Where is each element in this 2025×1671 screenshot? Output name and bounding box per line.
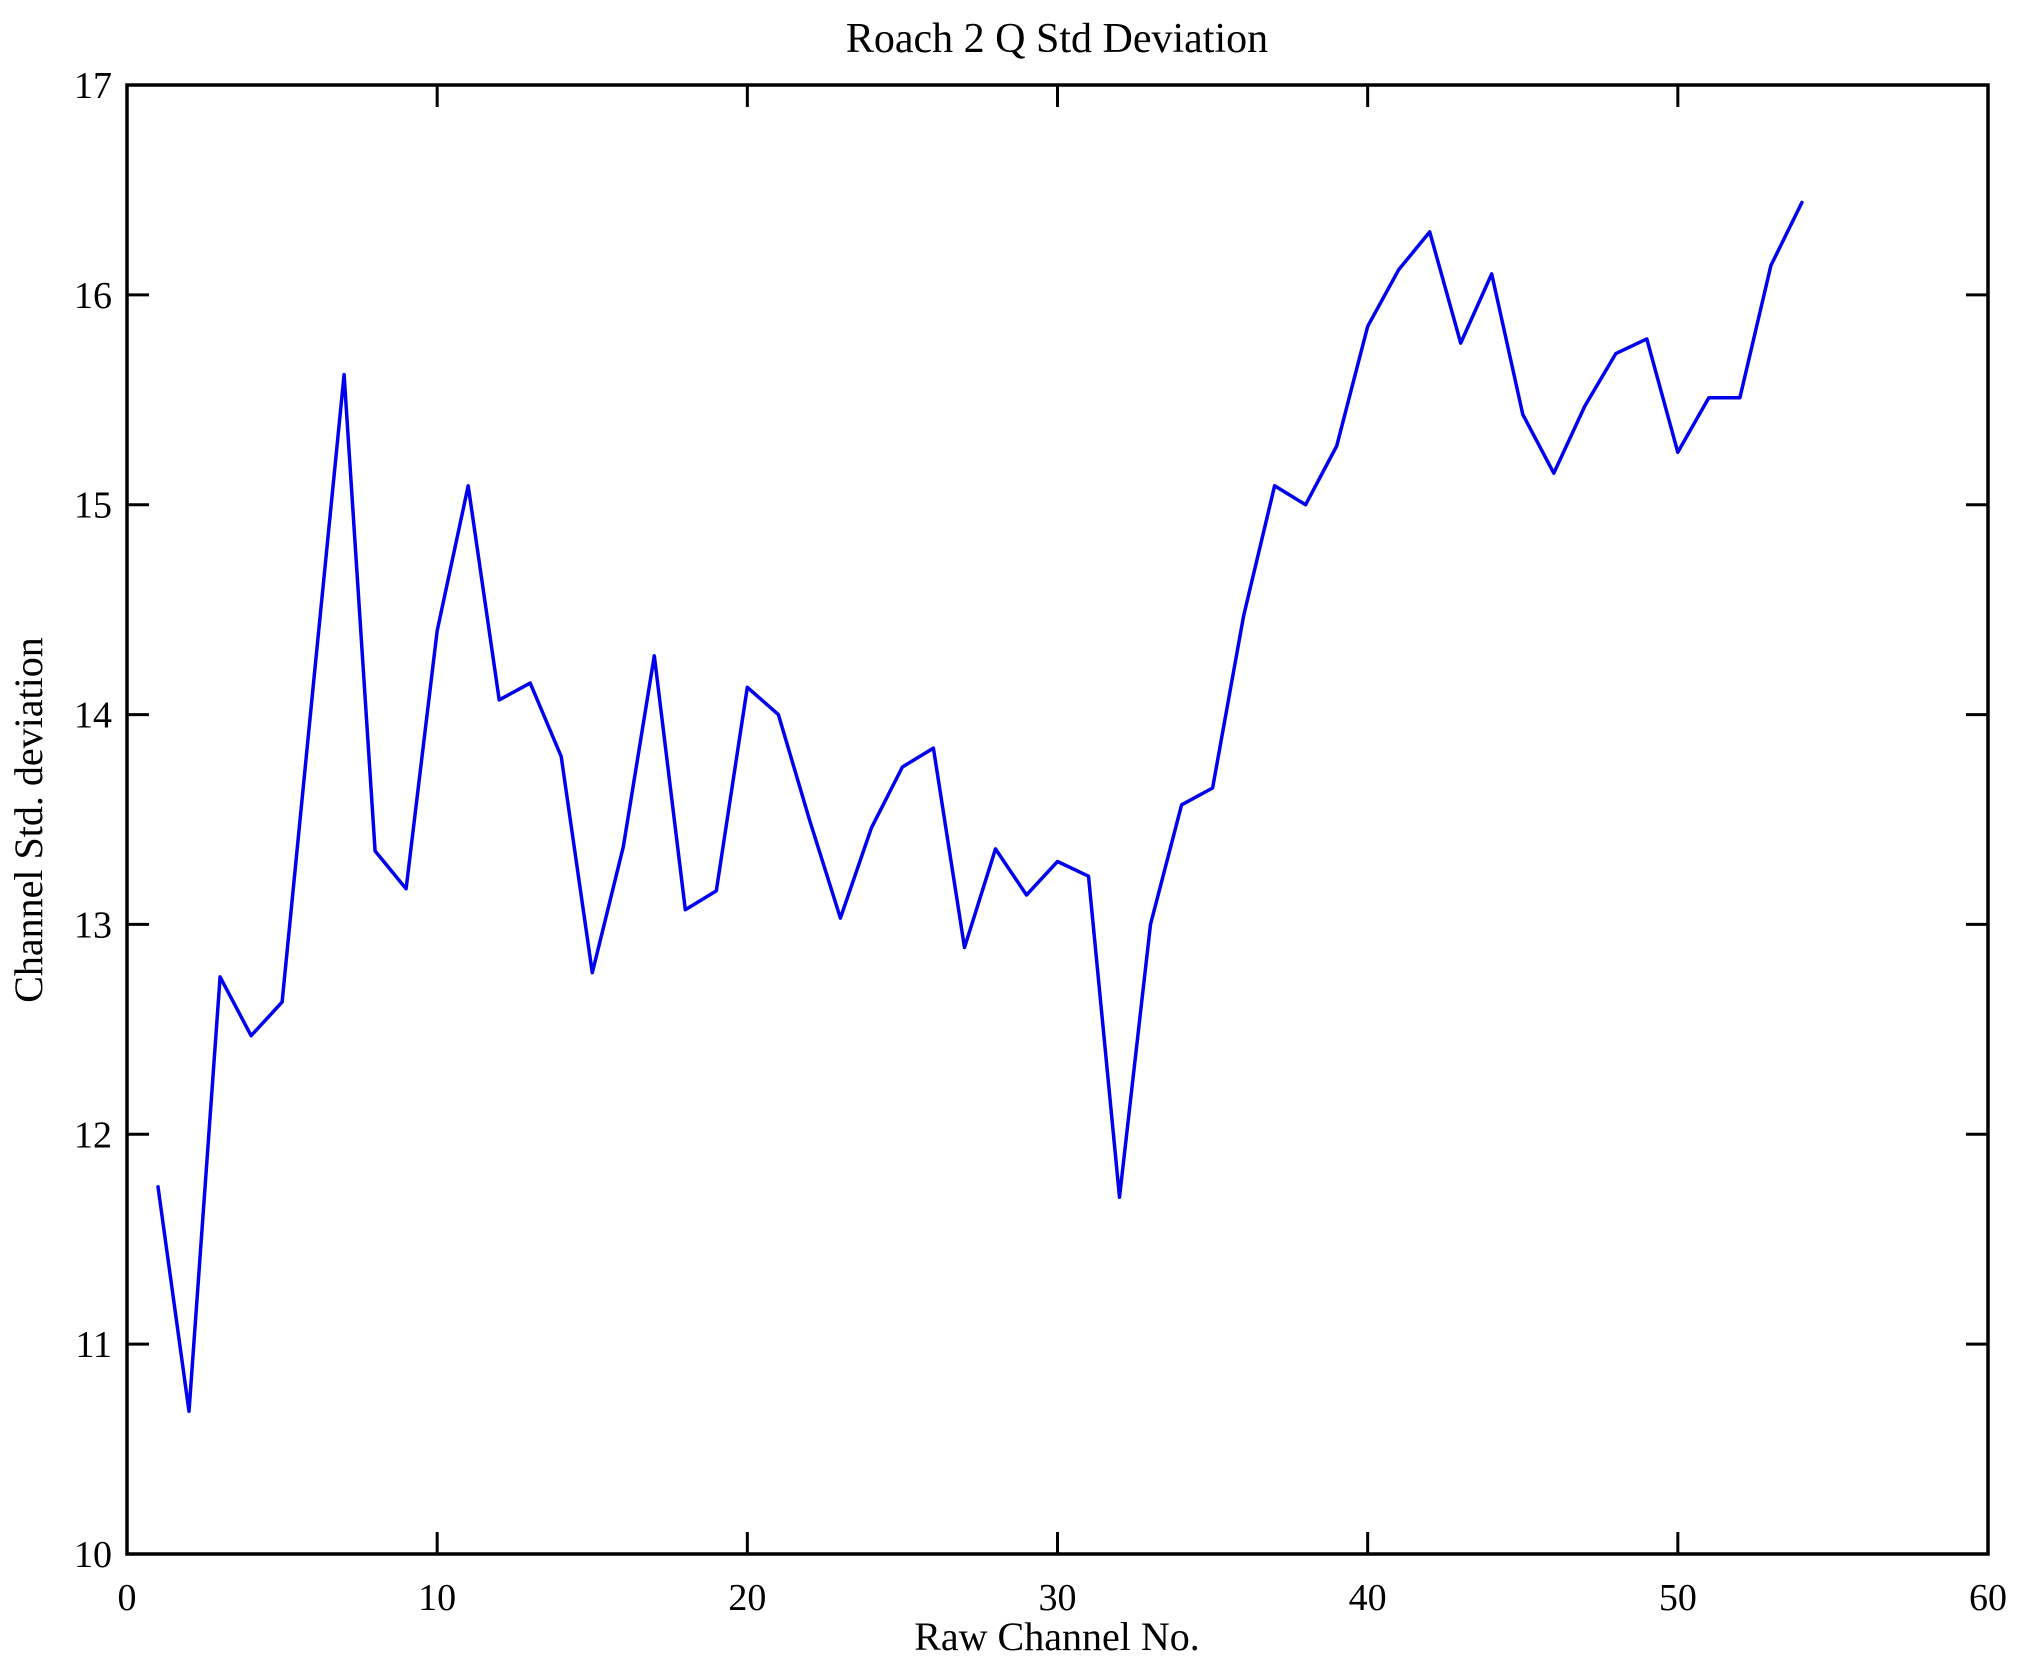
data-series bbox=[156, 200, 1804, 1414]
axis-ticks bbox=[125, 83, 1990, 1556]
x-tick-label: 50 bbox=[1659, 1577, 1697, 1619]
plot-border bbox=[125, 83, 1990, 1556]
y-tick-label: 14 bbox=[74, 695, 112, 737]
y-tick-label: 17 bbox=[74, 65, 112, 107]
y-tick-label: 11 bbox=[75, 1324, 112, 1366]
y-tick-label: 13 bbox=[74, 904, 112, 946]
y-tick-label: 16 bbox=[74, 275, 112, 317]
x-tick-label: 40 bbox=[1349, 1577, 1387, 1619]
x-tick-label: 30 bbox=[1039, 1577, 1077, 1619]
y-axis-label: Channel Std. deviation bbox=[6, 637, 51, 1003]
x-tick-label: 0 bbox=[118, 1577, 137, 1619]
x-tick-label: 20 bbox=[728, 1577, 766, 1619]
x-axis-label: Raw Channel No. bbox=[914, 1614, 1200, 1659]
chart-title: Roach 2 Q Std Deviation bbox=[846, 16, 1268, 62]
x-tick-label: 10 bbox=[418, 1577, 456, 1619]
y-tick-label: 12 bbox=[74, 1114, 112, 1156]
y-tick-label: 10 bbox=[74, 1534, 112, 1576]
x-tick-label: 60 bbox=[1969, 1577, 2007, 1619]
std-deviation-line bbox=[156, 200, 1804, 1414]
y-tick-label: 15 bbox=[74, 485, 112, 527]
